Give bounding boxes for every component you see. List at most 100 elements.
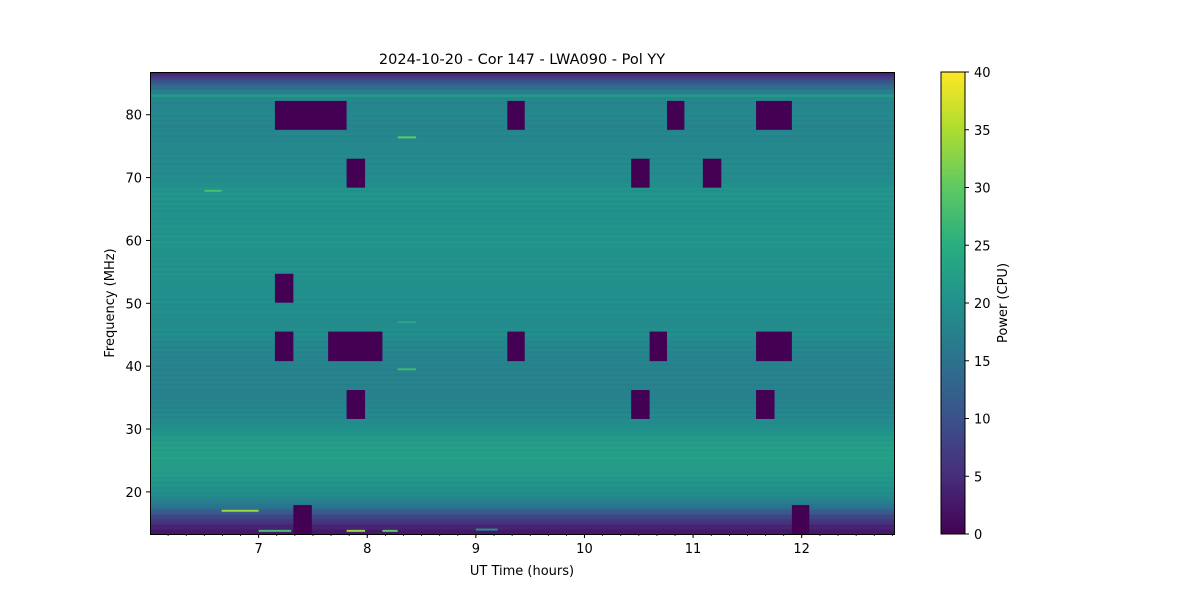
heatmap-row — [150, 209, 894, 213]
heatmap-row — [150, 166, 894, 170]
heatmap-row — [150, 189, 894, 193]
y-tick-label: 80 — [125, 109, 142, 124]
colorbar-axis: 0 5 10 15 20 25 30 35 40 — [965, 66, 991, 543]
heatmap-row — [150, 159, 894, 163]
heatmap-row — [150, 91, 894, 95]
heatmap-row — [150, 453, 894, 457]
heatmap-row — [150, 146, 894, 150]
heatmap-row — [150, 435, 894, 439]
heatmap-row — [150, 171, 894, 175]
heatmap-row — [150, 443, 894, 447]
rfi-spike — [204, 189, 222, 192]
heatmap-row — [150, 192, 894, 196]
heatmap-row — [150, 182, 894, 186]
heatmap-row — [150, 360, 894, 364]
x-tick-label: 8 — [363, 542, 371, 557]
y-tick-label: 40 — [125, 360, 142, 375]
heatmap-row — [150, 501, 894, 505]
y-tick-label: 60 — [125, 234, 142, 249]
heatmap-row — [150, 425, 894, 429]
y-axis: 20 30 40 50 60 70 80 — [125, 109, 150, 501]
colorbar-tick-label: 25 — [974, 239, 991, 254]
heatmap-row — [150, 176, 894, 180]
heatmap-row — [150, 403, 894, 407]
heatmap-row — [150, 440, 894, 444]
heatmap-row — [150, 199, 894, 203]
heatmap-row — [150, 204, 894, 208]
heatmap-row — [150, 446, 894, 450]
heatmap-row — [150, 224, 894, 228]
y-axis-label: Frequency (MHz) — [103, 248, 118, 357]
heatmap-row — [150, 267, 894, 271]
flagged-block — [631, 158, 650, 188]
heatmap-row — [150, 78, 894, 82]
rfi-spike — [221, 509, 259, 512]
heatmap-row — [150, 375, 894, 379]
colorbar-tick-label: 30 — [974, 182, 991, 197]
heatmap-row — [150, 300, 894, 304]
rfi-spike — [346, 529, 366, 532]
colorbar — [940, 71, 966, 535]
heatmap-row — [150, 463, 894, 467]
x-axis-label: UT Time (hours) — [470, 564, 574, 579]
heatmap-row — [150, 242, 894, 246]
heatmap-row — [150, 154, 894, 158]
heatmap-row — [150, 96, 894, 100]
heatmap-row — [150, 164, 894, 168]
heatmap-row — [150, 257, 894, 261]
heatmap-row — [150, 184, 894, 188]
heatmap-row — [150, 506, 894, 510]
flagged-block — [756, 100, 792, 130]
heatmap-row — [150, 202, 894, 206]
heatmap-row — [150, 365, 894, 369]
colorbar-tick-label: 15 — [974, 355, 991, 370]
heatmap-row — [150, 262, 894, 266]
heatmap-row — [150, 471, 894, 475]
heatmap-row — [150, 239, 894, 243]
plot-frame — [150, 72, 895, 535]
heatmap-row — [150, 149, 894, 153]
x-tick-label: 7 — [254, 542, 262, 557]
heatmap-row — [150, 207, 894, 211]
heatmap-row — [150, 430, 894, 434]
heatmap-row — [150, 370, 894, 374]
heatmap-row — [150, 378, 894, 382]
flagged-block — [346, 158, 366, 188]
heatmap-row — [150, 531, 894, 535]
heatmap-row — [150, 131, 894, 135]
heatmap-row — [150, 194, 894, 198]
heatmap-row — [150, 420, 894, 424]
heatmap-row — [150, 212, 894, 216]
heatmap-row — [150, 508, 894, 512]
heatmap-row — [150, 398, 894, 402]
heatmap-row — [150, 315, 894, 319]
heatmap-row — [150, 83, 894, 87]
heatmap-row — [150, 388, 894, 392]
flagged-block — [631, 390, 650, 419]
heatmap-row — [150, 270, 894, 274]
flagged-block — [346, 390, 366, 419]
heatmap-row — [150, 310, 894, 314]
heatmap-row — [150, 302, 894, 306]
heatmap-row — [150, 320, 894, 324]
heatmap-row — [150, 523, 894, 527]
heatmap-row — [150, 217, 894, 221]
heatmap-row — [150, 415, 894, 419]
heatmap-row — [150, 433, 894, 437]
heatmap-row — [150, 285, 894, 289]
heatmap-row — [150, 249, 894, 253]
heatmap-row — [150, 99, 894, 103]
y-tick-label: 30 — [125, 423, 142, 438]
heatmap-row — [150, 88, 894, 92]
heatmap-row — [150, 488, 894, 492]
heatmap-row — [150, 408, 894, 412]
heatmap-row — [150, 174, 894, 178]
heatmap-row — [150, 244, 894, 248]
rfi-spike — [397, 136, 417, 139]
heatmap-row — [150, 518, 894, 522]
flagged-block — [756, 331, 792, 362]
heatmap-row — [150, 456, 894, 460]
heatmap-row — [150, 395, 894, 399]
heatmap-row — [150, 483, 894, 487]
colorbar-tick-label: 0 — [974, 528, 982, 543]
